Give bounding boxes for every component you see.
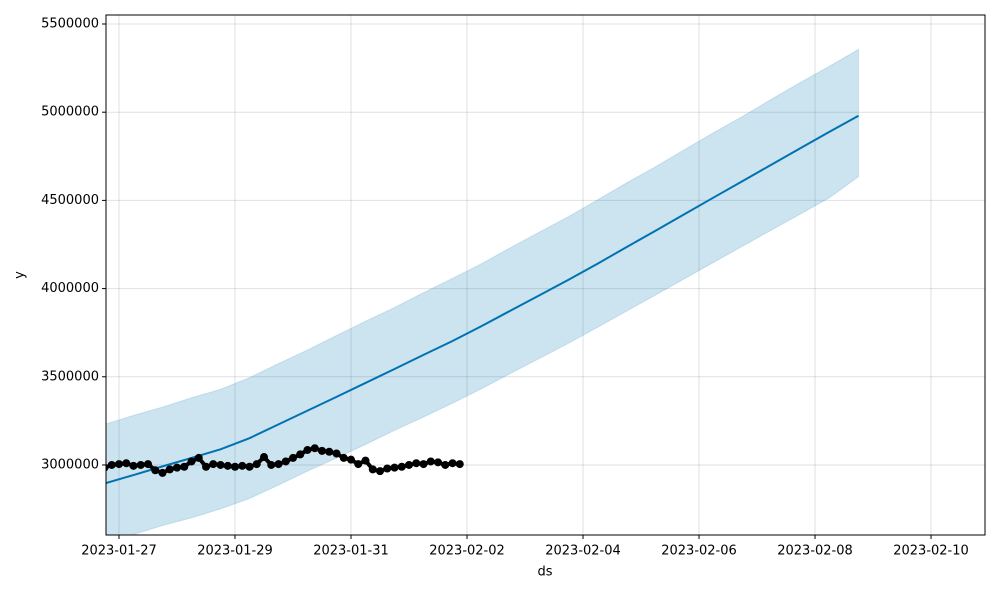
- observed-point: [361, 456, 370, 465]
- observed-point: [303, 445, 312, 454]
- observed-point: [383, 464, 392, 473]
- forecast-line: [106, 114, 860, 485]
- y-tick-label: 3500000: [41, 369, 99, 384]
- observed-point: [332, 449, 341, 458]
- observed-point: [368, 465, 377, 474]
- x-tick-label: 2023-01-27: [81, 544, 157, 559]
- y-tick-label: 5500000: [41, 16, 99, 31]
- observed-point: [419, 460, 428, 469]
- observed-point: [223, 461, 232, 470]
- observed-point: [180, 462, 189, 471]
- uncertainty-band: [106, 48, 860, 535]
- observed-point: [289, 453, 298, 462]
- observed-point: [238, 461, 247, 470]
- observed-point: [144, 460, 153, 469]
- observed-point: [115, 460, 124, 469]
- observed-point: [354, 460, 363, 469]
- x-tick-label: 2023-02-10: [893, 544, 969, 559]
- x-tick-label: 2023-01-31: [313, 544, 389, 559]
- observed-point: [194, 453, 203, 462]
- observed-point: [405, 460, 414, 469]
- observed-point: [122, 459, 131, 468]
- observed-point: [173, 463, 182, 472]
- x-tick-label: 2023-02-06: [661, 544, 737, 559]
- observed-point: [129, 461, 138, 470]
- grid: [106, 15, 985, 535]
- x-tick-label: 2023-02-04: [545, 544, 621, 559]
- observed-point: [390, 463, 399, 472]
- y-axis-label: y: [13, 271, 28, 279]
- observed-point: [281, 457, 290, 466]
- x-tick-label: 2023-01-29: [197, 544, 273, 559]
- observed-point: [165, 465, 174, 474]
- plot-area: [106, 48, 860, 535]
- observed-point: [347, 455, 356, 464]
- observed-point: [216, 460, 225, 469]
- x-tick-label: 2023-02-08: [777, 544, 853, 559]
- y-tick-label: 5000000: [41, 105, 99, 120]
- observed-point: [318, 446, 327, 455]
- observed-point: [426, 457, 435, 466]
- observed-point: [448, 459, 457, 468]
- observed-point: [107, 460, 116, 469]
- plot-frame: [105, 14, 986, 536]
- observed-point: [187, 457, 196, 466]
- observed-point: [260, 453, 269, 462]
- observed-point: [339, 453, 348, 462]
- observed-point: [296, 450, 305, 459]
- observed-point: [325, 447, 334, 456]
- observed-point: [441, 460, 450, 469]
- observed-point: [245, 462, 254, 471]
- y-tick-label: 4500000: [41, 193, 99, 208]
- axes: 3000000 3500000 4000000 4500000 5000000 55000…: [41, 16, 969, 558]
- observed-point: [434, 458, 443, 467]
- observed-point: [151, 466, 160, 475]
- observed-point: [412, 459, 421, 468]
- observed-point: [202, 462, 211, 471]
- y-tick-label: 4000000: [41, 281, 99, 296]
- x-axis-label: ds: [537, 565, 552, 580]
- observed-point: [376, 467, 385, 476]
- observed-point: [274, 460, 283, 469]
- observed-point: [231, 462, 240, 471]
- observed-point: [397, 462, 406, 471]
- observed-point: [209, 460, 218, 469]
- observed-point: [136, 460, 145, 469]
- observed-point: [158, 468, 167, 477]
- observed-point: [252, 460, 261, 469]
- observed-point: [310, 444, 319, 453]
- observed-point: [267, 460, 276, 469]
- observed-point: [455, 460, 464, 469]
- x-tick-label: 2023-02-02: [429, 544, 505, 559]
- y-tick-label: 3000000: [41, 457, 99, 472]
